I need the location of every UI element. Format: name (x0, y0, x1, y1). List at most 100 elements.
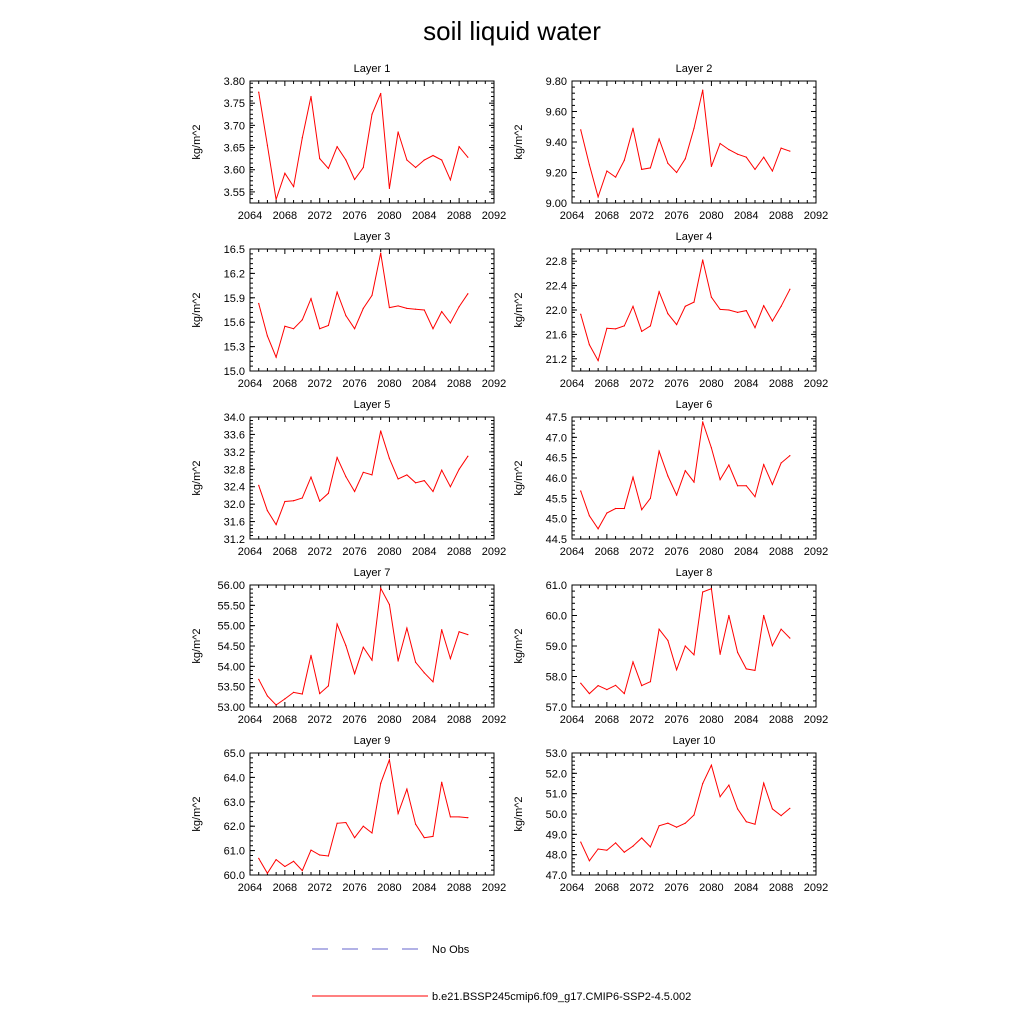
panel-title: Layer 3 (354, 231, 391, 243)
y-tick-label: 53.0 (546, 748, 567, 760)
x-tick-label: 2084 (734, 546, 758, 558)
x-tick-label: 2076 (664, 210, 688, 222)
y-tick-label: 56.00 (217, 580, 245, 592)
data-point (458, 468, 460, 470)
data-point (258, 484, 260, 487)
data-point (275, 704, 277, 706)
y-tick-label: 60.0 (224, 870, 245, 882)
data-point (284, 500, 286, 503)
data-point (371, 832, 373, 834)
data-point (319, 328, 321, 330)
data-point (275, 524, 277, 526)
data-point (728, 614, 730, 617)
data-point (693, 654, 695, 656)
x-tick-label: 2068 (595, 546, 619, 558)
y-tick-label: 22.4 (546, 281, 567, 293)
data-point (771, 645, 774, 647)
data-point (667, 822, 669, 824)
panel-title: Layer 5 (354, 399, 391, 411)
data-point (667, 639, 669, 642)
data-point (597, 360, 599, 362)
panel-title: Layer 1 (354, 63, 391, 75)
legend-obs-label: No Obs (432, 944, 470, 956)
y-tick-label: 64.0 (224, 772, 245, 784)
data-point (258, 678, 260, 680)
data-point (380, 782, 382, 784)
x-tick-label: 2088 (769, 210, 793, 222)
data-point (710, 165, 713, 167)
data-point (423, 309, 425, 311)
panel-title: Layer 6 (676, 399, 713, 411)
data-point (614, 684, 617, 686)
data-point (606, 327, 608, 329)
y-tick-label: 33.6 (224, 429, 245, 441)
panels: 2064 2068 2072 2076 2080 2084 2088 2092 3.55 3.60… (191, 63, 828, 894)
data-point (658, 628, 660, 630)
data-point (719, 796, 721, 798)
y-axis-label: kg/m^2 (513, 796, 525, 831)
y-tick-label: 3.55 (224, 187, 245, 199)
x-tick-label: 2092 (482, 882, 506, 894)
x-tick-label: 2088 (447, 378, 471, 390)
data-point (780, 462, 782, 464)
data-point (623, 851, 625, 853)
data-point (693, 481, 695, 483)
data-point (780, 628, 782, 630)
data-point (284, 172, 286, 174)
y-tick-label: 61.0 (546, 580, 567, 592)
data-point (327, 685, 330, 687)
y-tick-label: 9.20 (546, 168, 567, 180)
data-point (736, 808, 739, 810)
y-tick-label: 9.00 (546, 198, 567, 210)
data-point (371, 113, 373, 115)
data-point (754, 669, 756, 672)
x-tick-label: 2076 (342, 378, 366, 390)
data-point (388, 306, 391, 309)
data-point (745, 821, 747, 823)
data-point (284, 865, 286, 868)
y-tick-label: 63.0 (224, 797, 245, 809)
data-point (710, 588, 713, 590)
data-point (667, 162, 669, 164)
y-tick-label: 54.00 (217, 661, 245, 673)
data-point (266, 144, 269, 146)
data-point (441, 469, 443, 471)
data-point (702, 89, 704, 91)
y-tick-label: 16.2 (224, 268, 245, 280)
data-point (606, 512, 608, 514)
plot-frame (249, 80, 495, 204)
x-tick-label: 2084 (412, 882, 436, 894)
x-tick-label: 2076 (664, 378, 688, 390)
x-tick-label: 2072 (629, 714, 653, 726)
data-point (449, 179, 452, 181)
data-point (745, 485, 747, 487)
data-point (780, 147, 782, 149)
x-tick-label: 2084 (734, 714, 758, 726)
data-point (432, 328, 434, 330)
chart-panel-6: 2064 2068 2072 2076 2080 2084 2088 2092 44.5 45.0… (513, 399, 828, 558)
y-tick-label: 32.8 (224, 464, 245, 476)
data-point (266, 695, 269, 697)
x-tick-label: 2072 (307, 378, 331, 390)
data-point (432, 681, 434, 683)
x-tick-label: 2092 (482, 714, 506, 726)
data-point (675, 494, 678, 496)
x-tick-label: 2076 (664, 546, 688, 558)
x-tick-label: 2076 (664, 882, 688, 894)
y-tick-label: 62.0 (224, 821, 245, 833)
data-point (423, 672, 425, 674)
data-point (327, 492, 330, 494)
x-tick-label: 2088 (769, 546, 793, 558)
y-tick-label: 21.2 (546, 354, 567, 366)
x-tick-label: 2076 (342, 210, 366, 222)
y-tick-label: 61.0 (224, 846, 245, 858)
data-point (623, 507, 625, 510)
data-point (319, 692, 321, 695)
data-point (336, 822, 338, 824)
chart-panel-1: 2064 2068 2072 2076 2080 2084 2088 2092 3.55 3.60… (191, 63, 506, 222)
data-point (397, 131, 399, 133)
data-point (258, 302, 260, 305)
data-point (684, 645, 686, 647)
y-tick-label: 31.2 (224, 534, 245, 546)
x-tick-label: 2080 (699, 378, 723, 390)
